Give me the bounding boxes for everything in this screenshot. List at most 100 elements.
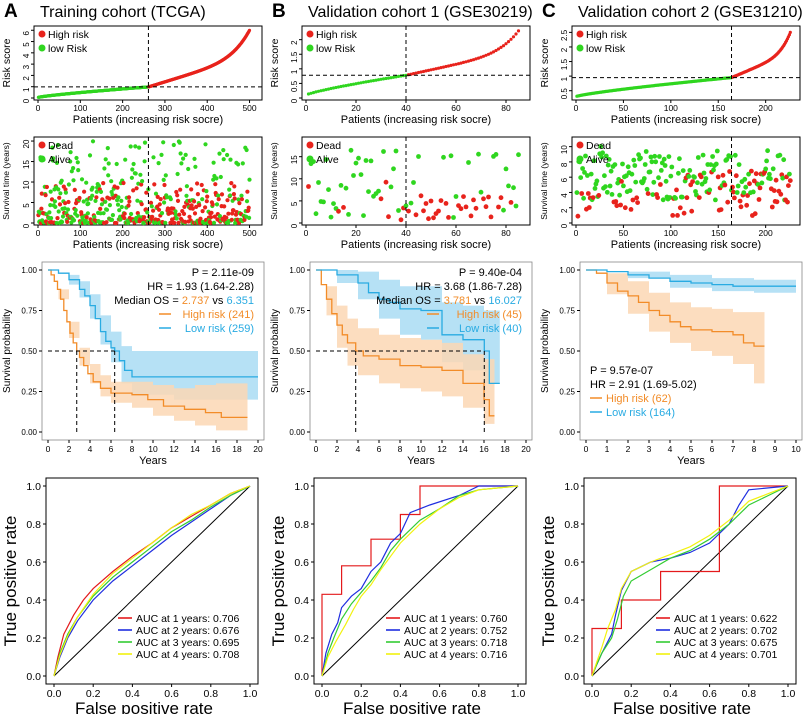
alive-point — [478, 189, 484, 195]
alive-point — [676, 170, 681, 176]
alive-point — [708, 162, 714, 168]
alive-point — [631, 157, 637, 163]
dead-point — [192, 199, 197, 204]
alive-point — [695, 155, 701, 160]
y-axis-label: Survival time (years) — [539, 142, 549, 220]
y-axis-label: Survival probability — [270, 309, 281, 393]
x-tick-label: 4 — [88, 444, 93, 454]
y-axis-label: Risk score — [269, 38, 281, 87]
alive-point — [74, 155, 79, 161]
risk-point — [439, 66, 443, 70]
dead-point — [619, 179, 624, 184]
dead-point — [216, 197, 221, 202]
legend-label-dead: Dead — [48, 140, 73, 152]
dead-point — [39, 206, 44, 211]
alive-point — [94, 189, 99, 194]
alive-point — [59, 178, 64, 183]
legend-label-4y: AUC at 4 years: 0.708 — [136, 649, 239, 661]
alive-point — [137, 145, 142, 150]
dead-point — [205, 194, 210, 199]
risk-point — [366, 79, 371, 84]
dead-point — [771, 188, 777, 194]
alive-point — [581, 195, 586, 201]
dead-point — [66, 199, 71, 205]
alive-point — [603, 184, 608, 190]
alive-point — [777, 152, 783, 158]
y-tick-label: 0.00 — [21, 428, 37, 437]
risk-point — [501, 44, 506, 48]
dead-point — [198, 216, 203, 221]
legend-dot-low — [576, 44, 584, 52]
roc-curve-1y — [321, 485, 518, 676]
risk-point — [411, 72, 416, 76]
risk-point — [374, 78, 378, 82]
alive-point — [692, 174, 697, 180]
x-tick-label: 7 — [731, 444, 736, 454]
x-tick-label: 100 — [664, 103, 678, 113]
roc-plot: 0.0 0.0 0.2 0.2 0.4 0.4 0.6 0.6 0.8 0.8 1.0 1.0 Fals… — [539, 477, 797, 714]
p-value: P = 2.11e-09 — [192, 267, 254, 279]
legend-dot-high — [306, 30, 314, 38]
dead-point — [386, 214, 391, 220]
x-tick-label: 100 — [73, 103, 87, 113]
risk-point — [391, 75, 396, 79]
risk-point — [491, 50, 496, 54]
alive-point — [348, 147, 354, 153]
alive-point — [217, 151, 222, 156]
alive-point — [741, 190, 747, 196]
risk-point — [386, 76, 391, 80]
alive-point — [600, 150, 605, 156]
dead-point — [438, 198, 444, 204]
high-risk-curve — [48, 269, 248, 419]
alive-point — [609, 192, 615, 197]
alive-point — [239, 193, 244, 198]
y-tick-label: 2 — [290, 40, 299, 45]
dead-point — [431, 215, 436, 221]
alive-point — [52, 199, 58, 204]
hazard-ratio: HR = 3.68 (1.86-7.28) — [415, 281, 522, 293]
y-axis-label: True positive rate — [539, 516, 558, 647]
alive-point — [623, 173, 629, 179]
alive-point — [612, 162, 618, 168]
x-axis-label: Patients (increasing risk socre) — [341, 114, 491, 126]
y-axis-label: Survival time (years) — [1, 142, 11, 220]
alive-point — [323, 157, 329, 162]
alive-point — [228, 193, 233, 198]
alive-point — [735, 183, 741, 189]
y-axis-label: Survival probability — [540, 309, 551, 393]
x-tick-label: 0.8 — [203, 688, 218, 700]
risk-point — [474, 57, 478, 61]
alive-point — [109, 217, 115, 222]
alive-point — [599, 154, 604, 160]
dead-point — [443, 201, 449, 206]
x-tick-label: 200 — [116, 103, 130, 113]
dead-point — [722, 182, 728, 188]
y-tick-label: 0.00 — [559, 428, 575, 437]
risk-point — [381, 77, 386, 81]
dead-point — [471, 197, 476, 203]
alive-point — [713, 161, 719, 167]
high-risk-curve — [586, 269, 765, 347]
x-tick-label: 2 — [67, 444, 72, 454]
alive-point — [732, 152, 738, 158]
alive-point — [408, 200, 414, 206]
y-axis-label: True positive rate — [269, 516, 288, 647]
y-axis-label: Survival probability — [2, 309, 13, 393]
alive-point — [602, 173, 607, 179]
dead-point — [231, 208, 236, 213]
km-plot: 0.00 0.25 0.50 0.75 1.00 0 2 4 6 8 10 12 14 16 18 20 Yea… — [270, 261, 533, 467]
roc-curve-3y — [591, 485, 789, 677]
dead-point — [219, 192, 225, 197]
dead-point — [463, 204, 469, 210]
alive-point — [629, 171, 635, 177]
y-tick-label: 5 — [22, 203, 31, 208]
alive-point — [55, 142, 61, 148]
dead-point — [239, 197, 244, 202]
alive-point — [163, 173, 168, 178]
x-tick-label: 0 — [304, 103, 309, 113]
alive-point — [653, 159, 659, 165]
dead-point — [684, 195, 690, 201]
risk-point — [356, 81, 361, 85]
risk-point — [361, 80, 366, 84]
alive-point — [244, 199, 250, 204]
